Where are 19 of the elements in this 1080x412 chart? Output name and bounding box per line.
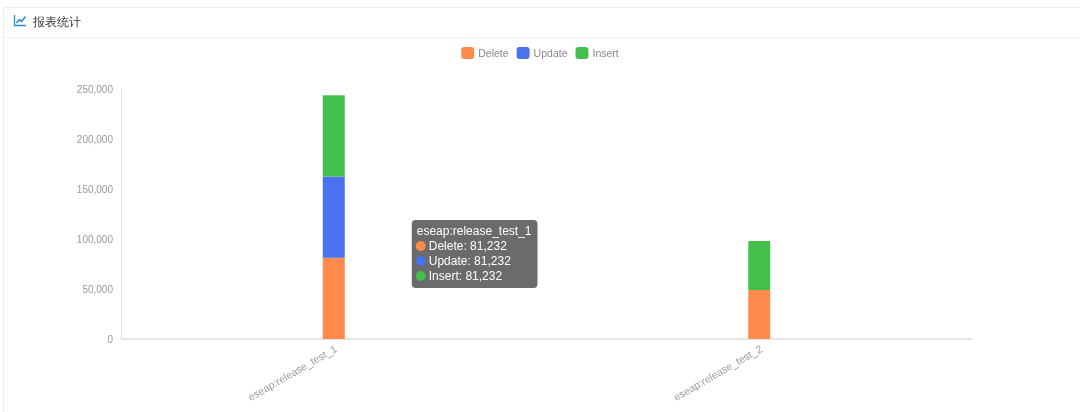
y-tick-label: 100,000: [76, 233, 114, 245]
annotation: Insert: 81,232: [428, 269, 503, 283]
bar: [748, 241, 771, 290]
legend-label: Delete: [478, 47, 509, 59]
legend-label: Insert: [592, 47, 619, 59]
legend-label: Update: [533, 47, 568, 59]
y-tick-label: 0: [107, 333, 114, 345]
annotation: Update: 81,232: [428, 254, 512, 268]
bar: [322, 257, 345, 339]
annotation: Delete: 81,232: [428, 239, 508, 253]
y-tick-label: 200,000: [76, 133, 114, 145]
y-tick-label: 250,000: [76, 83, 114, 95]
annotation: eseap:release_test_1: [416, 224, 532, 238]
bar: [322, 95, 345, 177]
y-tick-label: 50,000: [82, 283, 114, 295]
bar: [748, 290, 771, 339]
chart-title: 报表统计: [32, 14, 81, 29]
bar: [322, 176, 345, 258]
y-tick-label: 150,000: [76, 183, 114, 195]
